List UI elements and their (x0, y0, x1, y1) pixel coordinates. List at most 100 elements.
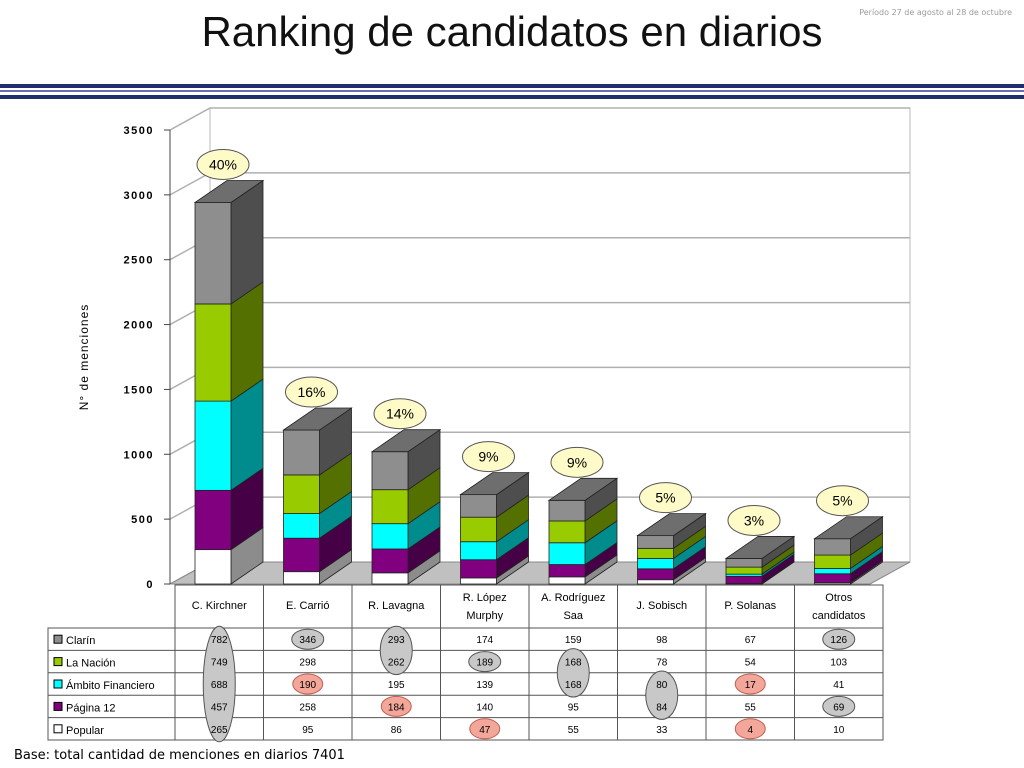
table-cell: 168 (565, 680, 582, 691)
percentage-label: 5% (832, 493, 852, 509)
bar-front (283, 429, 320, 476)
legend-swatch (53, 724, 63, 734)
table-cell: 95 (568, 702, 580, 713)
bar-front (637, 568, 674, 581)
bar-top (813, 516, 884, 540)
y-tick-label: 1500 (124, 384, 154, 396)
bar-front (371, 523, 409, 550)
y-axis-label: N° de menciones (77, 304, 91, 411)
table-column-header: C. Kirchner (192, 600, 247, 612)
percentage-bubble (727, 504, 781, 536)
table-cell: 262 (388, 658, 405, 669)
table-cell: 78 (656, 658, 668, 669)
bar-segment (283, 452, 352, 515)
table-cell: 298 (299, 658, 316, 669)
table-cell: 293 (388, 635, 405, 646)
highlight-oval (822, 628, 856, 650)
percentage-bubble (285, 376, 338, 408)
legend-label: Popular (66, 725, 104, 737)
bar-segment (194, 467, 264, 551)
bar-segment (283, 490, 352, 539)
bar-front (725, 566, 763, 575)
bar-front (283, 571, 320, 585)
bar-segment (548, 498, 618, 544)
bar-top (193, 180, 265, 203)
y-tick-label: 2000 (124, 320, 154, 332)
bar-segment (814, 515, 883, 556)
table-cell: 41 (833, 680, 845, 691)
bar-front (814, 573, 851, 584)
title-rule-mid (0, 90, 1024, 92)
bar-front (548, 564, 586, 578)
highlight-oval (469, 718, 501, 740)
table-cell: 140 (476, 702, 493, 713)
highlight-oval (202, 625, 236, 743)
y-tick-label: 500 (131, 514, 154, 526)
percentage-bubble (462, 441, 515, 473)
table-column-header: E. Carrió (286, 600, 329, 612)
bar-front (460, 516, 497, 543)
title-rule-top (0, 84, 1024, 88)
percentage-bubble (639, 482, 692, 514)
bar-front (460, 541, 497, 561)
table-cell: 10 (833, 725, 845, 736)
table-cell: 190 (299, 680, 316, 691)
percentage-bubble (550, 446, 604, 478)
highlight-oval (645, 670, 679, 720)
chart-floor (169, 561, 911, 585)
bar-front (460, 559, 497, 579)
percentage-bubble (816, 485, 869, 517)
table-cell: 126 (830, 635, 847, 646)
bar-front (814, 538, 851, 556)
bar-front (283, 513, 320, 539)
highlight-oval (380, 695, 412, 717)
bar-front (460, 577, 497, 585)
y-tick-label: 0 (146, 579, 154, 591)
bar-front (283, 474, 320, 514)
table-column-header: Murphy (466, 610, 503, 622)
bar-segment (371, 526, 441, 574)
bar-front (460, 494, 497, 518)
bar-front (548, 576, 586, 585)
highlight-oval (734, 673, 766, 695)
bar-segment (371, 428, 441, 491)
table-cell: 184 (388, 702, 405, 713)
legend-label: Página 12 (66, 702, 116, 714)
legend-label: Ámbito Financiero (66, 679, 155, 692)
table-cell: 86 (391, 725, 403, 736)
legend-swatch (53, 634, 63, 644)
title-rule-bottom (0, 95, 1024, 99)
page-title: Ranking de candidatos en diarios (201, 8, 823, 55)
bar-front (194, 303, 232, 402)
bar-segment (194, 378, 264, 492)
bar-top (370, 429, 442, 453)
percentage-label: 14% (386, 406, 414, 422)
bar-front (814, 568, 851, 575)
bar-front (371, 548, 409, 574)
percentage-label: 16% (297, 384, 325, 400)
table-cell: 457 (211, 702, 228, 713)
table-cell: 258 (299, 702, 316, 713)
bar-front (548, 520, 586, 544)
bar-top (724, 536, 796, 559)
table-cell: 688 (211, 680, 228, 691)
table-cell: 95 (302, 725, 314, 736)
table-cell: 17 (745, 680, 757, 691)
table-cell: 782 (211, 635, 228, 646)
highlight-oval (734, 718, 766, 740)
bar-front (371, 572, 409, 585)
table-cell: 265 (211, 725, 228, 736)
table-column-header: Otros (825, 592, 852, 604)
bar-front (725, 575, 763, 584)
bar-segment (194, 179, 264, 305)
table-cell: 189 (476, 658, 493, 669)
percentage-label: 40% (209, 157, 237, 173)
highlight-oval (292, 673, 324, 695)
table-column-header: R. Lavagna (368, 600, 425, 612)
bar-front (637, 558, 674, 570)
bar-front (371, 451, 409, 491)
legend-swatch (53, 657, 63, 667)
table-cell: 346 (299, 635, 316, 646)
table-column-header: R. López (463, 592, 507, 604)
